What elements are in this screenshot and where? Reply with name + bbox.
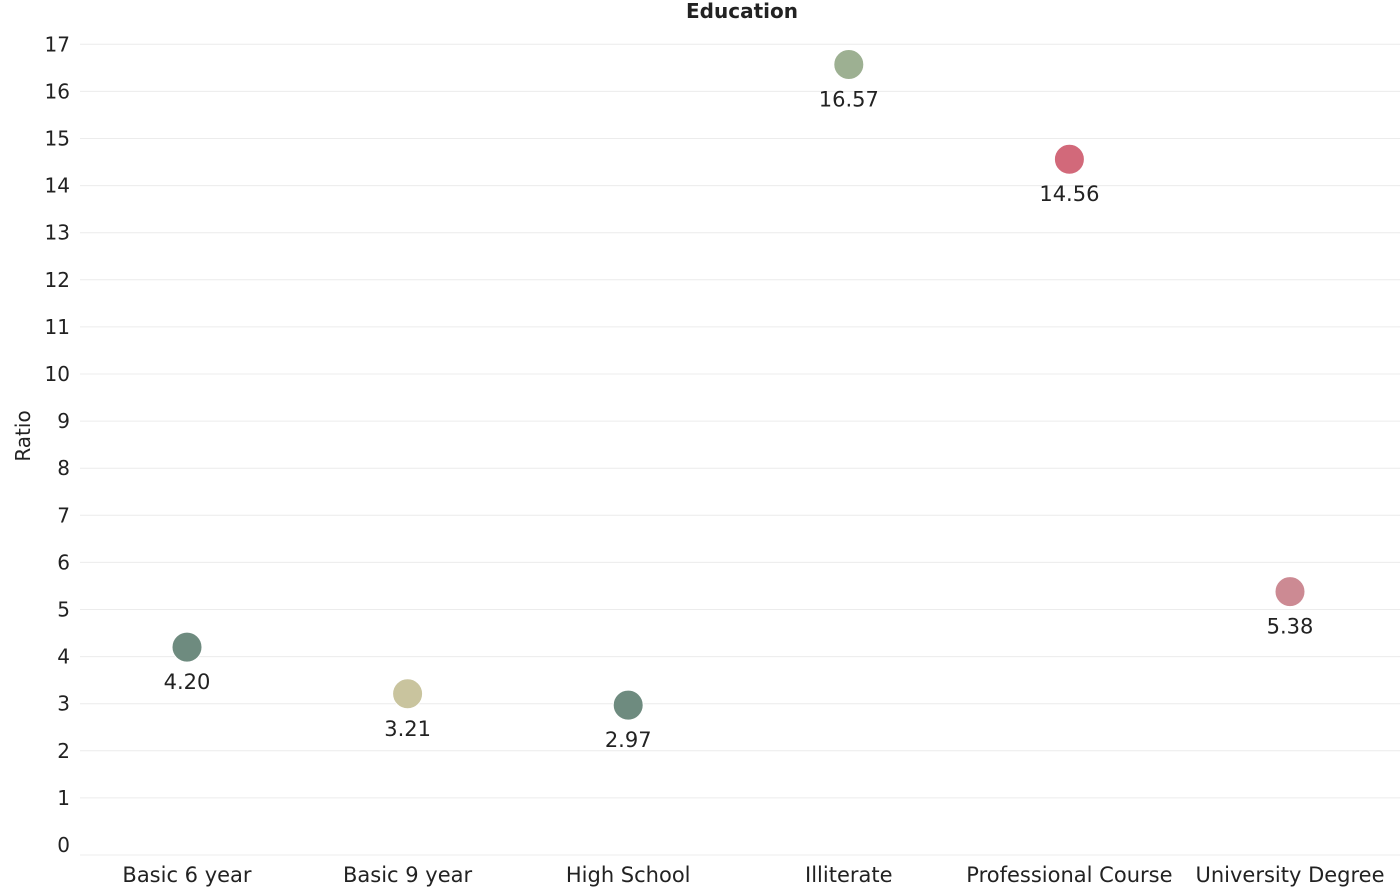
y-tick-3: 3	[57, 692, 70, 716]
data-label-1: 3.21	[384, 717, 431, 741]
data-points	[171, 49, 1306, 721]
x-tick-2: High School	[566, 863, 691, 887]
data-point-5	[1274, 576, 1306, 608]
y-tick-13: 13	[45, 221, 70, 245]
data-point-3	[833, 49, 865, 81]
data-point-1	[392, 678, 424, 710]
y-tick-10: 10	[45, 362, 70, 386]
data-point-4	[1053, 143, 1085, 175]
x-tick-1: Basic 9 year	[343, 863, 473, 887]
y-tick-5: 5	[57, 598, 70, 622]
data-label-5: 5.38	[1267, 615, 1314, 639]
x-tick-3: Illiterate	[805, 863, 893, 887]
x-tick-0: Basic 6 year	[122, 863, 252, 887]
chart-title: Education	[686, 0, 798, 23]
data-label-4: 14.56	[1039, 182, 1099, 206]
data-label-0: 4.20	[164, 670, 211, 694]
data-point-2	[612, 689, 644, 721]
y-tick-15: 15	[45, 127, 70, 151]
x-tick-4: Professional Course	[966, 863, 1172, 887]
y-tick-0: 0	[57, 833, 70, 857]
y-tick-14: 14	[45, 174, 70, 198]
x-tick-labels: Basic 6 year Basic 9 year High School Illit…	[122, 863, 1384, 887]
y-tick-11: 11	[45, 315, 70, 339]
y-tick-2: 2	[57, 739, 70, 763]
y-tick-8: 8	[57, 456, 70, 480]
y-tick-12: 12	[45, 268, 70, 292]
y-tick-4: 4	[57, 645, 70, 669]
y-axis-label: Ratio	[11, 410, 35, 461]
y-tick-1: 1	[57, 786, 70, 810]
grid-lines	[80, 43, 1400, 856]
y-tick-9: 9	[57, 409, 70, 433]
data-point-0	[171, 631, 203, 663]
y-tick-6: 6	[57, 550, 70, 574]
y-tick-17: 17	[45, 32, 70, 56]
x-tick-5: University Degree	[1195, 863, 1384, 887]
data-labels: 4.20 3.21 2.97 16.57 14.56 5.38	[164, 88, 1314, 753]
data-label-3: 16.57	[819, 88, 879, 112]
data-label-2: 2.97	[605, 728, 652, 752]
y-tick-7: 7	[57, 503, 70, 527]
y-tick-16: 16	[45, 79, 70, 103]
